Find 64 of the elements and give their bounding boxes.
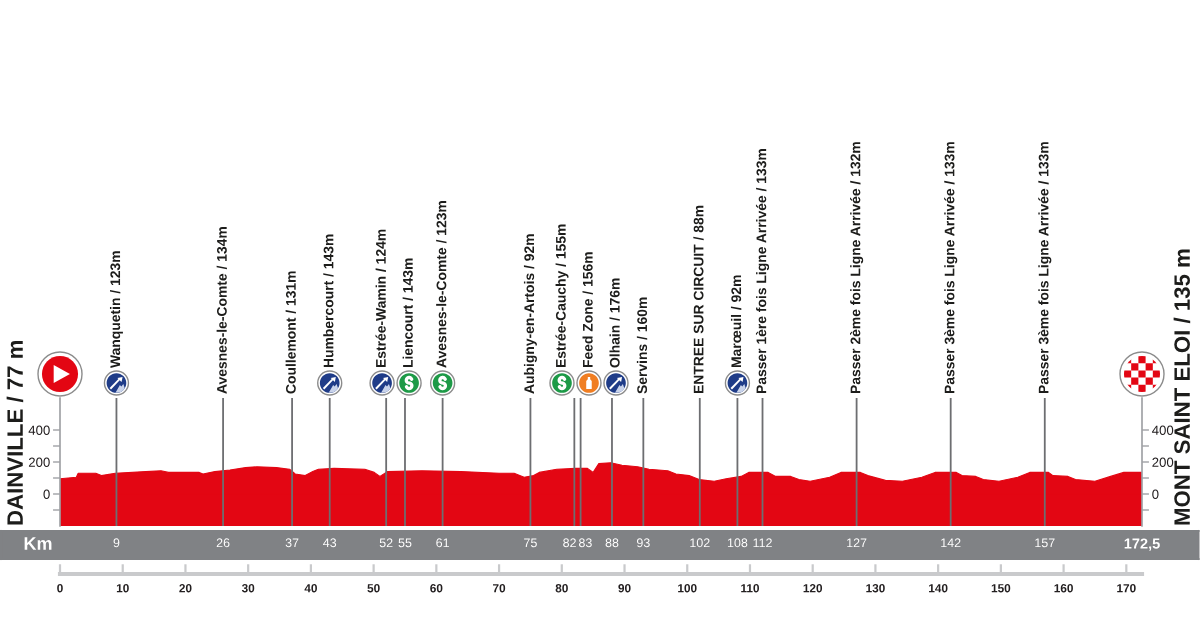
ref-line-label: Liencourt / 143m — [402, 258, 413, 368]
x2-tick-label: 93 — [636, 538, 650, 548]
ref-line-label: Passer 3ème fois Ligne Arrivée / 133m — [944, 142, 958, 394]
x2-tick-label: 75 — [524, 538, 537, 548]
x-tick-label: 10 — [116, 584, 129, 593]
x-tick-label: 150 — [991, 584, 1011, 593]
x2-tick-label: 43 — [323, 538, 337, 548]
x-tick-label: 70 — [493, 584, 506, 593]
x-tick-label: 100 — [678, 584, 697, 593]
x2-tick-label: 142 — [941, 538, 961, 548]
ref-line-label: Avesnes-le-Comte / 134m — [216, 227, 227, 394]
x2-tick-label: 55 — [398, 538, 412, 548]
x-tick-label: 20 — [179, 584, 192, 593]
x2-tick-label: 37 — [285, 538, 299, 548]
ref-line-label: Humbercourt / 143m — [323, 234, 334, 368]
x-tick-label: 120 — [803, 584, 823, 593]
x-tick-label: 60 — [430, 584, 443, 593]
ref-line-label: Estrée-Wamin / 124m — [375, 229, 386, 368]
ref-line-label: Coullemont / 131m — [285, 271, 296, 394]
x2-axis-title: Km — [24, 537, 52, 550]
y2-tick-label: 200 — [1152, 457, 1174, 467]
ref-line-label: Aubigny-en-Artois / 92m — [523, 234, 537, 394]
x2-tick-label: 83 — [578, 538, 592, 548]
x-tick-label: 130 — [866, 584, 885, 593]
x-tick-label: 40 — [304, 584, 317, 593]
x2-tick-label: 61 — [436, 538, 449, 548]
x2-tick-label: 26 — [216, 538, 230, 548]
y-tick-label: 400 — [28, 425, 50, 435]
x2-tick-label: 102 — [690, 538, 710, 548]
x2-tick-label: 112 — [753, 538, 772, 548]
ref-line-label: Passer 2ème fois Ligne Arrivée / 132m — [850, 142, 864, 394]
ref-line-label: Estrée-Cauchy / 155m — [555, 224, 569, 368]
x2-tick-label: 52 — [379, 538, 393, 548]
y2-tick-label: 0 — [1152, 489, 1159, 499]
x2-tick-label: 172,5 — [1124, 538, 1160, 551]
ref-line-label: Avesnes-le-Comte / 123m — [436, 201, 447, 368]
y-tick-label: 0 — [43, 489, 50, 499]
ref-line-label: Olhain / 176m — [609, 278, 620, 368]
text: MONT SAINT ELOI / 135 m — [1173, 249, 1191, 525]
x2-tick-label: 157 — [1035, 538, 1055, 548]
ref-line-label: Feed Zone / 156m — [582, 252, 593, 368]
x2-tick-label: 88 — [605, 538, 619, 548]
ref-line-label: Marœuil / 92m — [730, 275, 742, 368]
x-tick-label: 50 — [367, 584, 380, 593]
x2-tick-label: 82 — [563, 538, 576, 548]
text: DAINVILLE / 77 m — [6, 340, 24, 525]
y-tick-label: 200 — [28, 457, 50, 467]
x-tick-label: 30 — [241, 584, 255, 593]
ref-line-label: Passer 3ème fois Ligne Arrivée / 133m — [1038, 142, 1052, 394]
x-tick-label: 90 — [618, 584, 631, 593]
ref-line-label: Servins / 160m — [636, 297, 648, 394]
x-tick-label: 0 — [57, 584, 63, 593]
y2-tick-label: 400 — [1152, 425, 1174, 435]
x-tick-label: 170 — [1117, 584, 1136, 593]
ref-line-label: Wanquetin / 123m — [109, 251, 123, 368]
x-tick-label: 160 — [1054, 584, 1073, 593]
x2-tick-label: 108 — [727, 538, 748, 548]
ref-line-label: ENTREE SUR CIRCUIT / 88m — [693, 205, 704, 394]
ref-line-label: Passer 1ère fois Ligne Arrivée / 133m — [755, 149, 770, 394]
x2-tick-label: 9 — [113, 538, 120, 548]
x2-tick-label: 127 — [847, 538, 867, 548]
x-tick-label: 80 — [555, 584, 568, 593]
x-tick-label: 110 — [741, 584, 760, 593]
x-tick-label: 140 — [929, 584, 948, 593]
